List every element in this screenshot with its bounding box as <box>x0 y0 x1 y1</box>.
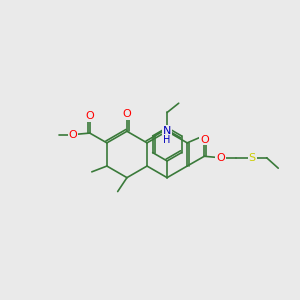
Text: N: N <box>163 126 171 136</box>
Text: H: H <box>164 135 171 145</box>
Text: O: O <box>85 111 94 122</box>
Text: O: O <box>123 109 131 119</box>
Text: O: O <box>200 135 209 145</box>
Text: S: S <box>249 153 256 163</box>
Text: O: O <box>216 153 225 163</box>
Text: O: O <box>69 130 77 140</box>
